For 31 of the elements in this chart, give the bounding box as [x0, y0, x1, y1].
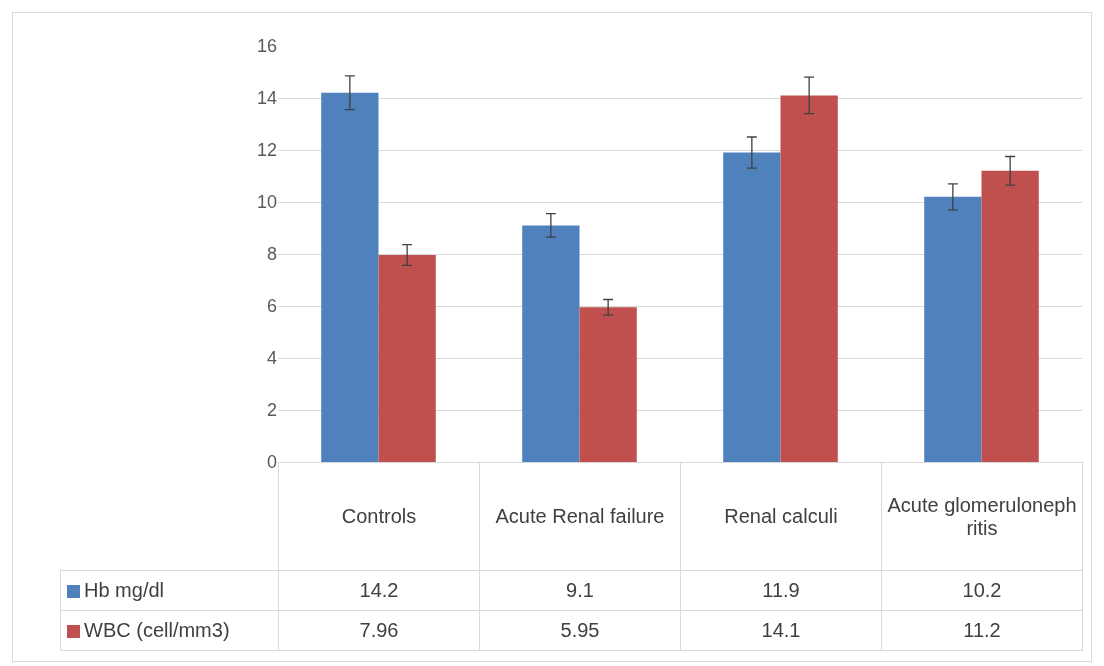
data-label: 10.2: [881, 570, 1083, 611]
x-tick-label: Acute Renal failure: [479, 462, 681, 571]
bar: [522, 225, 580, 462]
y-tick-label: 14: [256, 88, 277, 109]
y-tick-label: 4: [266, 348, 277, 369]
data-label: 9.1: [479, 570, 681, 611]
x-tick-label: Renal calculi: [680, 462, 882, 571]
y-tick-label: 6: [266, 296, 277, 317]
y-tick-label: 12: [256, 140, 277, 161]
bar: [579, 307, 637, 462]
data-label: 11.2: [881, 610, 1083, 651]
y-tick-label: 0: [266, 452, 277, 473]
data-label: 11.9: [680, 570, 882, 611]
x-tick-label: Acute glomerulonephritis: [881, 462, 1083, 571]
data-label: 7.96: [278, 610, 480, 651]
bar: [378, 255, 436, 462]
data-label: 14.1: [680, 610, 882, 651]
bar: [981, 170, 1039, 462]
bar: [780, 95, 838, 462]
x-tick-label: Controls: [278, 462, 480, 571]
bar: [723, 152, 781, 462]
bar: [924, 196, 982, 462]
legend-label: WBC (cell/mm3): [84, 619, 230, 641]
legend-label: Hb mg/dl: [84, 579, 165, 601]
bar: [321, 92, 379, 462]
data-label: 14.2: [278, 570, 480, 611]
y-tick-label: 10: [256, 192, 277, 213]
y-tick-label: 16: [256, 36, 277, 57]
y-tick-label: 2: [266, 400, 277, 421]
data-label: 5.95: [479, 610, 681, 651]
y-tick-label: 8: [266, 244, 277, 265]
